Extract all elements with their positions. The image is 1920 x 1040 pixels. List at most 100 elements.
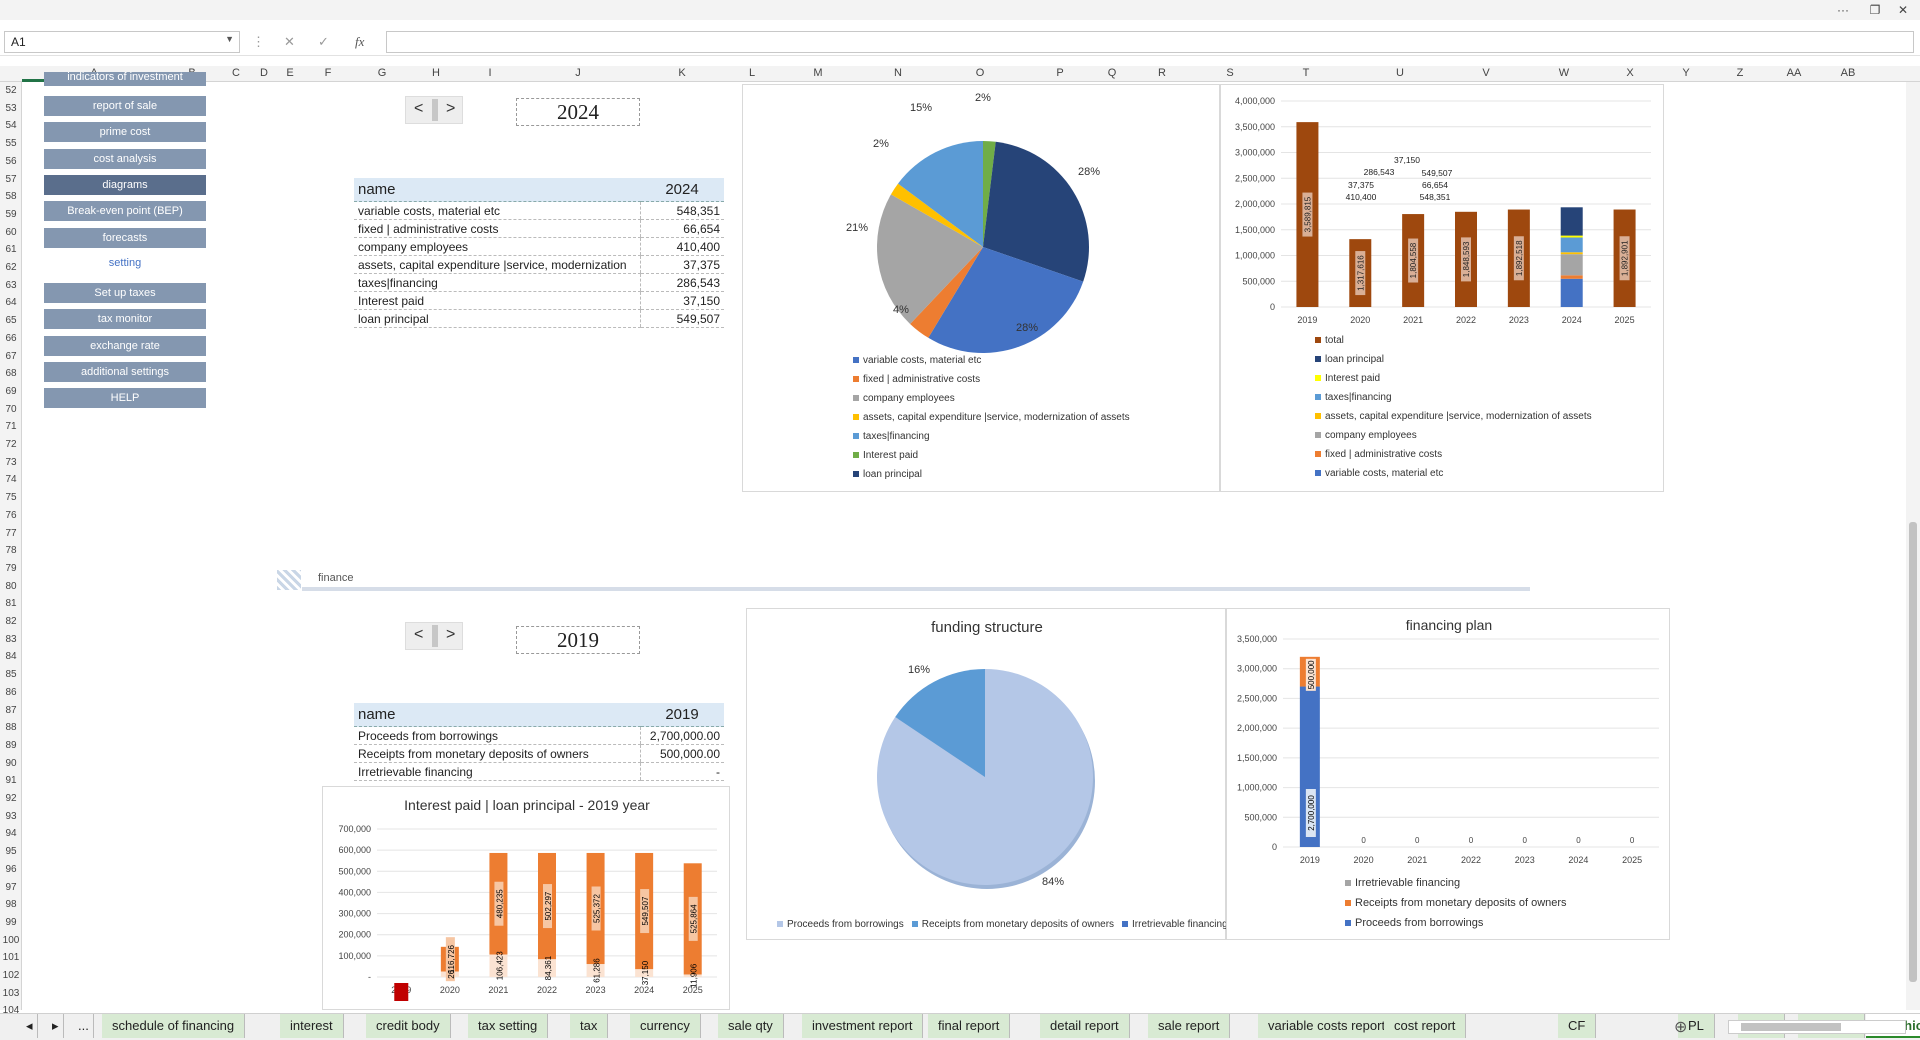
row-header[interactable]: 61: [5, 244, 17, 256]
sheet-tab[interactable]: credit body: [366, 1014, 451, 1038]
horizontal-scrollbar[interactable]: [1728, 1020, 1906, 1034]
column-header[interactable]: P: [1056, 67, 1064, 79]
row-header[interactable]: 63: [5, 279, 17, 291]
row-header[interactable]: 55: [5, 138, 17, 150]
sheet-tab[interactable]: PL: [1678, 1014, 1715, 1038]
row-header[interactable]: 85: [5, 669, 17, 681]
cost-bar-chart[interactable]: 0 500,000 1,000,000 1,500,000 2,000,000 2,500…: [1220, 84, 1664, 492]
row-header[interactable]: 97: [5, 881, 17, 893]
sidebar-item-help[interactable]: HELP: [44, 388, 206, 408]
cost-pie-chart[interactable]: 2% 28% 28% 4% 21% 2% 15% variable costs, mater…: [742, 84, 1220, 492]
row-header[interactable]: 77: [5, 527, 17, 539]
sheet-tab[interactable]: schedule of financing: [102, 1014, 246, 1038]
sidebar-item-additional-settings[interactable]: additional settings: [44, 362, 206, 382]
restore-icon[interactable]: ❐: [1869, 3, 1881, 17]
next-year-button[interactable]: >: [446, 100, 456, 117]
sidebar-item-forecasts[interactable]: forecasts: [44, 228, 206, 248]
chevron-down-icon[interactable]: ▼: [225, 34, 234, 44]
sidebar-item-setting[interactable]: setting: [108, 257, 142, 269]
column-header[interactable]: T: [1302, 67, 1310, 79]
finance-next-year-button[interactable]: >: [446, 626, 456, 643]
tab-scroll-left[interactable]: ◂: [22, 1014, 38, 1038]
row-header[interactable]: 100: [2, 934, 20, 946]
sheet-tab[interactable]: currency: [630, 1014, 701, 1038]
column-header[interactable]: G: [377, 67, 387, 79]
row-header[interactable]: 65: [5, 315, 17, 327]
enter-icon[interactable]: ✓: [318, 34, 329, 49]
cancel-icon[interactable]: ✕: [284, 34, 295, 49]
row-header[interactable]: 70: [5, 403, 17, 415]
sidebar-item-cost-analysis[interactable]: cost analysis: [44, 149, 206, 169]
sidebar-item-prime-cost[interactable]: prime cost: [44, 122, 206, 142]
vertical-scrollbar[interactable]: [1906, 82, 1920, 1010]
row-header[interactable]: 75: [5, 492, 17, 504]
row-header[interactable]: 84: [5, 651, 17, 663]
sidebar-item-tax-monitor[interactable]: tax monitor: [44, 309, 206, 329]
more-icon[interactable]: ···: [1837, 3, 1849, 17]
funding-pie-chart[interactable]: funding structure 16% 84% Proceeds from b…: [746, 608, 1228, 940]
row-header[interactable]: 101: [2, 952, 20, 964]
column-header[interactable]: R: [1158, 67, 1166, 79]
close-icon[interactable]: ✕: [1897, 3, 1909, 17]
column-header[interactable]: N: [894, 67, 902, 79]
column-header[interactable]: X: [1626, 67, 1634, 79]
row-header[interactable]: 66: [5, 332, 17, 344]
column-header[interactable]: S: [1226, 67, 1234, 79]
row-header[interactable]: 94: [5, 828, 17, 840]
row-header[interactable]: 91: [5, 775, 17, 787]
sidebar-item-report-of-sale[interactable]: report of sale: [44, 96, 206, 116]
column-header[interactable]: Q: [1107, 67, 1117, 79]
sheet-tab[interactable]: CF: [1558, 1014, 1597, 1038]
tab-more[interactable]: ...: [74, 1014, 94, 1038]
row-header[interactable]: 64: [5, 297, 17, 309]
row-header[interactable]: 99: [5, 916, 17, 928]
row-header[interactable]: 88: [5, 722, 17, 734]
column-header[interactable]: M: [813, 67, 823, 79]
row-header[interactable]: 53: [5, 102, 17, 114]
add-sheet-icon[interactable]: ⊕: [1674, 1019, 1688, 1036]
row-header[interactable]: 52: [5, 85, 17, 96]
row-header[interactable]: 69: [5, 385, 17, 397]
row-header[interactable]: 74: [5, 474, 17, 486]
column-header[interactable]: F: [324, 67, 332, 79]
row-header[interactable]: 71: [5, 421, 17, 433]
column-header[interactable]: K: [678, 67, 686, 79]
row-header[interactable]: 102: [2, 970, 20, 981]
row-header[interactable]: 90: [5, 757, 17, 769]
column-header[interactable]: Y: [1682, 67, 1690, 79]
column-header[interactable]: V: [1482, 67, 1490, 79]
row-header[interactable]: 68: [5, 368, 17, 380]
function-icon[interactable]: fx: [355, 34, 365, 49]
row-header[interactable]: 83: [5, 633, 17, 645]
column-header[interactable]: O: [975, 67, 985, 79]
row-header[interactable]: 58: [5, 191, 17, 203]
column-header[interactable]: AA: [1786, 67, 1802, 79]
row-header[interactable]: 76: [5, 509, 17, 521]
row-header[interactable]: 95: [5, 846, 17, 858]
row-header[interactable]: 93: [5, 810, 17, 822]
column-header[interactable]: E: [286, 67, 294, 79]
column-header[interactable]: I: [488, 67, 492, 79]
row-header[interactable]: 54: [5, 120, 17, 132]
sheet-tab[interactable]: sale qty: [718, 1014, 784, 1038]
sheet-tab[interactable]: investment report: [802, 1014, 924, 1038]
row-header[interactable]: 82: [5, 616, 17, 627]
scroll-thumb[interactable]: [1909, 522, 1917, 982]
row-header[interactable]: 72: [5, 439, 17, 450]
sheet-tab[interactable]: cost report: [1384, 1014, 1467, 1038]
financing-plan-chart[interactable]: financing plan 0 500,000 1,000,000 1,500,00…: [1226, 608, 1670, 940]
row-header[interactable]: 67: [5, 350, 17, 362]
row-header[interactable]: 104: [2, 1005, 20, 1017]
sheet-tab[interactable]: tax setting: [468, 1014, 549, 1038]
prev-year-button[interactable]: <: [414, 100, 424, 117]
row-header[interactable]: 103: [2, 987, 20, 999]
tab-scroll-right[interactable]: ▸: [48, 1014, 64, 1038]
column-header[interactable]: L: [748, 67, 756, 79]
column-header[interactable]: Z: [1736, 67, 1744, 79]
sidebar-item-exchange-rate[interactable]: exchange rate: [44, 336, 206, 356]
sheet-tab[interactable]: variable costs report: [1258, 1014, 1397, 1038]
interest-chart[interactable]: Interest paid | loan principal - 2019 ye…: [322, 786, 730, 1010]
row-header[interactable]: 92: [5, 793, 17, 804]
sheet-tab[interactable]: sale report: [1148, 1014, 1231, 1038]
sheet-tab[interactable]: detail report: [1040, 1014, 1130, 1038]
